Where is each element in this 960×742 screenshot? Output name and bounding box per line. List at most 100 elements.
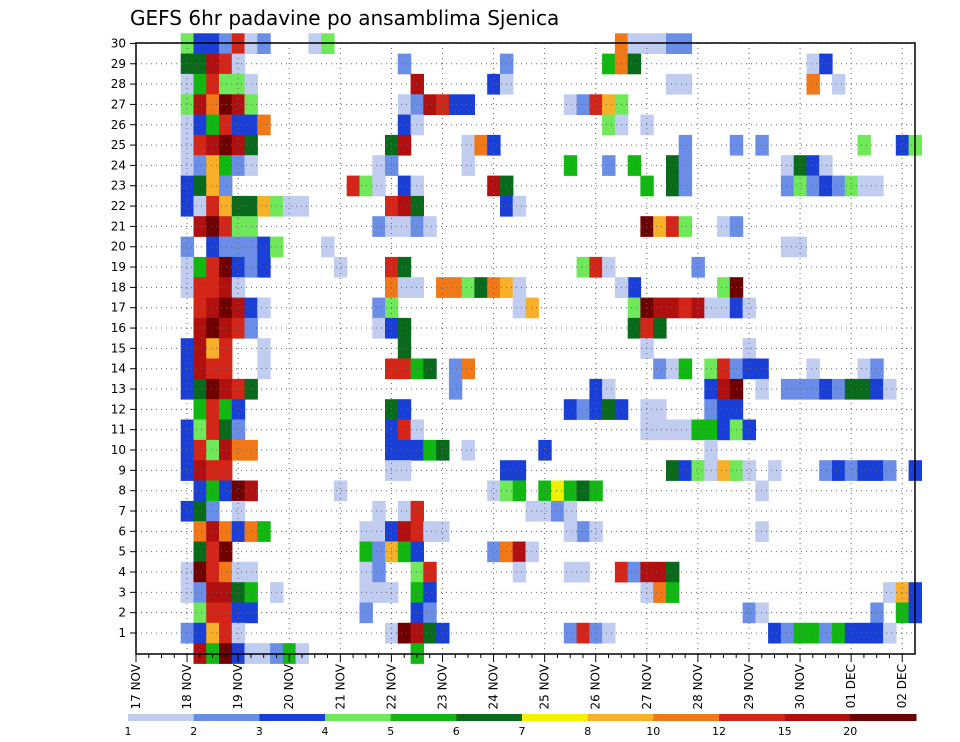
heatmap-cell: [691, 460, 705, 481]
y-tick-label: 24: [111, 158, 126, 172]
heatmap-cell: [448, 358, 463, 380]
heatmap-cell: [193, 297, 207, 319]
x-tick-label: 23 NOV: [435, 663, 449, 709]
y-tick-label: 28: [111, 77, 126, 91]
heatmap-cell: [461, 277, 475, 298]
heatmap-cell: [397, 622, 412, 644]
heatmap-cell: [512, 541, 527, 563]
legend-label: 7: [519, 725, 526, 738]
legend-swatch: [390, 714, 457, 721]
heatmap-cell: [602, 53, 616, 75]
heatmap-cell: [372, 500, 386, 522]
y-tick-label: 20: [111, 240, 126, 254]
heatmap-cell: [206, 460, 220, 481]
heatmap-cell: [742, 297, 756, 319]
x-tick-label: 17 NOV: [129, 663, 143, 709]
heatmap-cell: [602, 94, 616, 115]
heatmap-cell: [219, 378, 233, 400]
heatmap-cell: [219, 480, 233, 502]
y-tick-label: 16: [111, 321, 126, 335]
heatmap-cell: [231, 378, 246, 400]
y-axis: 1234567891011121314151617181920212223242…: [111, 36, 136, 640]
heatmap-cell: [857, 460, 871, 481]
heatmap-cell: [653, 399, 667, 420]
heatmap-cell: [832, 622, 846, 644]
heatmap-cell: [436, 277, 450, 298]
heatmap-cell: [193, 277, 207, 298]
heatmap-cell: [219, 338, 233, 359]
heatmap-cell: [231, 134, 246, 156]
x-tick-label: 02 DEC: [895, 664, 909, 708]
legend-label: 15: [778, 725, 792, 738]
heatmap-cell: [806, 378, 820, 400]
heatmap-cell: [206, 195, 220, 217]
x-tick-label: 30 NOV: [793, 663, 807, 709]
heatmap-cell: [410, 277, 424, 298]
heatmap-cell: [895, 582, 910, 603]
heatmap-cell: [806, 175, 820, 197]
heatmap-cell: [640, 175, 654, 197]
y-tick-label: 21: [111, 219, 126, 233]
heatmap-cell: [257, 521, 271, 542]
heatmap-cell: [257, 195, 271, 217]
heatmap-cell: [563, 155, 578, 176]
heatmap-cell: [206, 297, 220, 319]
heatmap-cell: [678, 73, 693, 95]
heatmap-cell: [397, 134, 412, 156]
heatmap-cell: [193, 561, 207, 583]
heatmap-cell: [576, 256, 590, 278]
heatmap-cell: [219, 521, 233, 542]
heatmap-cell: [742, 460, 756, 481]
heatmap-cell: [717, 358, 731, 380]
x-tick-label: 19 NOV: [231, 663, 245, 709]
heatmap-cell: [793, 155, 808, 176]
heatmap-cell: [755, 134, 769, 156]
heatmap-cell: [180, 256, 195, 278]
heatmap-cell: [538, 439, 552, 461]
heatmap-cell: [372, 155, 386, 176]
y-tick-label: 4: [118, 565, 126, 579]
heatmap-cell: [231, 297, 246, 319]
heatmap-cell: [219, 622, 233, 644]
y-tick-label: 5: [118, 545, 126, 559]
heatmap-cell: [193, 500, 207, 522]
heatmap-cell: [206, 338, 220, 359]
heatmap-cell: [423, 582, 437, 603]
heatmap-cell: [206, 216, 220, 237]
heatmap-cell: [512, 561, 527, 583]
heatmap-cell: [768, 460, 782, 481]
heatmap-cell: [219, 216, 233, 237]
y-tick-label: 9: [118, 463, 126, 477]
heatmap-cell: [397, 338, 412, 359]
heatmap-cell: [627, 277, 642, 298]
heatmap-cell: [193, 399, 207, 420]
heatmap-cell: [282, 195, 297, 217]
heatmap-cell: [206, 480, 220, 502]
heatmap-cell: [206, 419, 220, 441]
heatmap-cell: [397, 53, 412, 75]
heatmap-cell: [717, 277, 731, 298]
heatmap-cell: [206, 236, 220, 258]
heatmap-cell: [602, 114, 616, 136]
heatmap-cell: [666, 561, 680, 583]
heatmap-cell: [563, 480, 578, 502]
x-tick-label: 29 NOV: [742, 663, 756, 709]
legend-swatch: [325, 714, 392, 721]
heatmap-cell: [512, 195, 527, 217]
heatmap-cell: [780, 378, 795, 400]
heatmap-cell: [180, 155, 195, 176]
heatmap-cell: [806, 358, 820, 380]
heatmap-cell: [180, 94, 195, 115]
legend-swatch: [128, 714, 195, 721]
x-tick-label: 22 NOV: [384, 663, 398, 709]
heatmap-cell: [525, 541, 539, 563]
heatmap-cell: [206, 114, 220, 136]
heatmap-cell: [780, 155, 795, 176]
heatmap-cell: [180, 195, 195, 217]
heatmap-cell: [653, 582, 667, 603]
heatmap-cell: [397, 317, 412, 339]
heatmap-cell: [755, 378, 769, 400]
x-tick-label: 25 NOV: [538, 663, 552, 709]
legend-swatch: [259, 714, 326, 721]
